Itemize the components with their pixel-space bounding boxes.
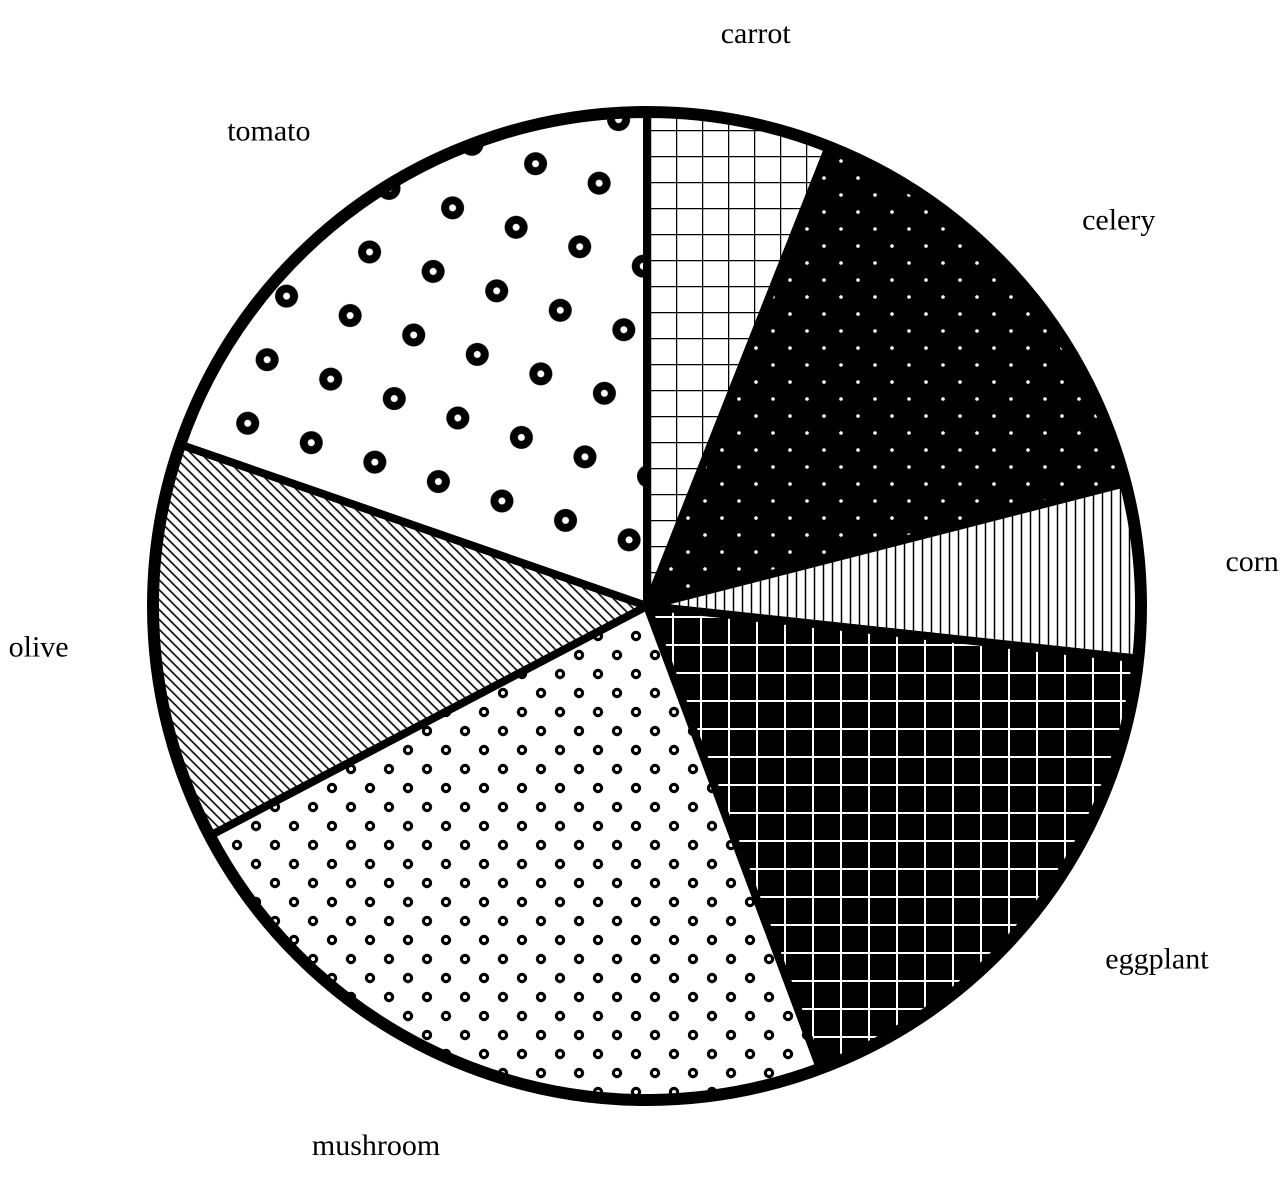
- slice-label-eggplant: eggplant: [1105, 942, 1209, 975]
- pie-slice-mushroom: [206, 600, 825, 1102]
- slice-label-corn: corn: [1225, 545, 1278, 578]
- pie-outline: [147, 106, 1147, 1106]
- pie-slice-olive: [151, 440, 658, 841]
- slice-label-olive: olive: [9, 631, 69, 664]
- pie-labels: carrot celery corn eggplant mushroom olive tom…: [9, 17, 1279, 1162]
- pie-slice-corn: [646, 478, 1144, 663]
- slice-label-tomato: tomato: [227, 114, 310, 147]
- slice-label-celery: celery: [1082, 203, 1155, 236]
- slice-label-mushroom: mushroom: [312, 1129, 440, 1162]
- pie-slice-celery: [640, 143, 1129, 612]
- slice-label-carrot: carrot: [721, 17, 792, 50]
- pie-slice-tomato: [176, 109, 651, 612]
- pie-slices: [151, 109, 1144, 1102]
- pie-slice-eggplant: [640, 601, 1141, 1072]
